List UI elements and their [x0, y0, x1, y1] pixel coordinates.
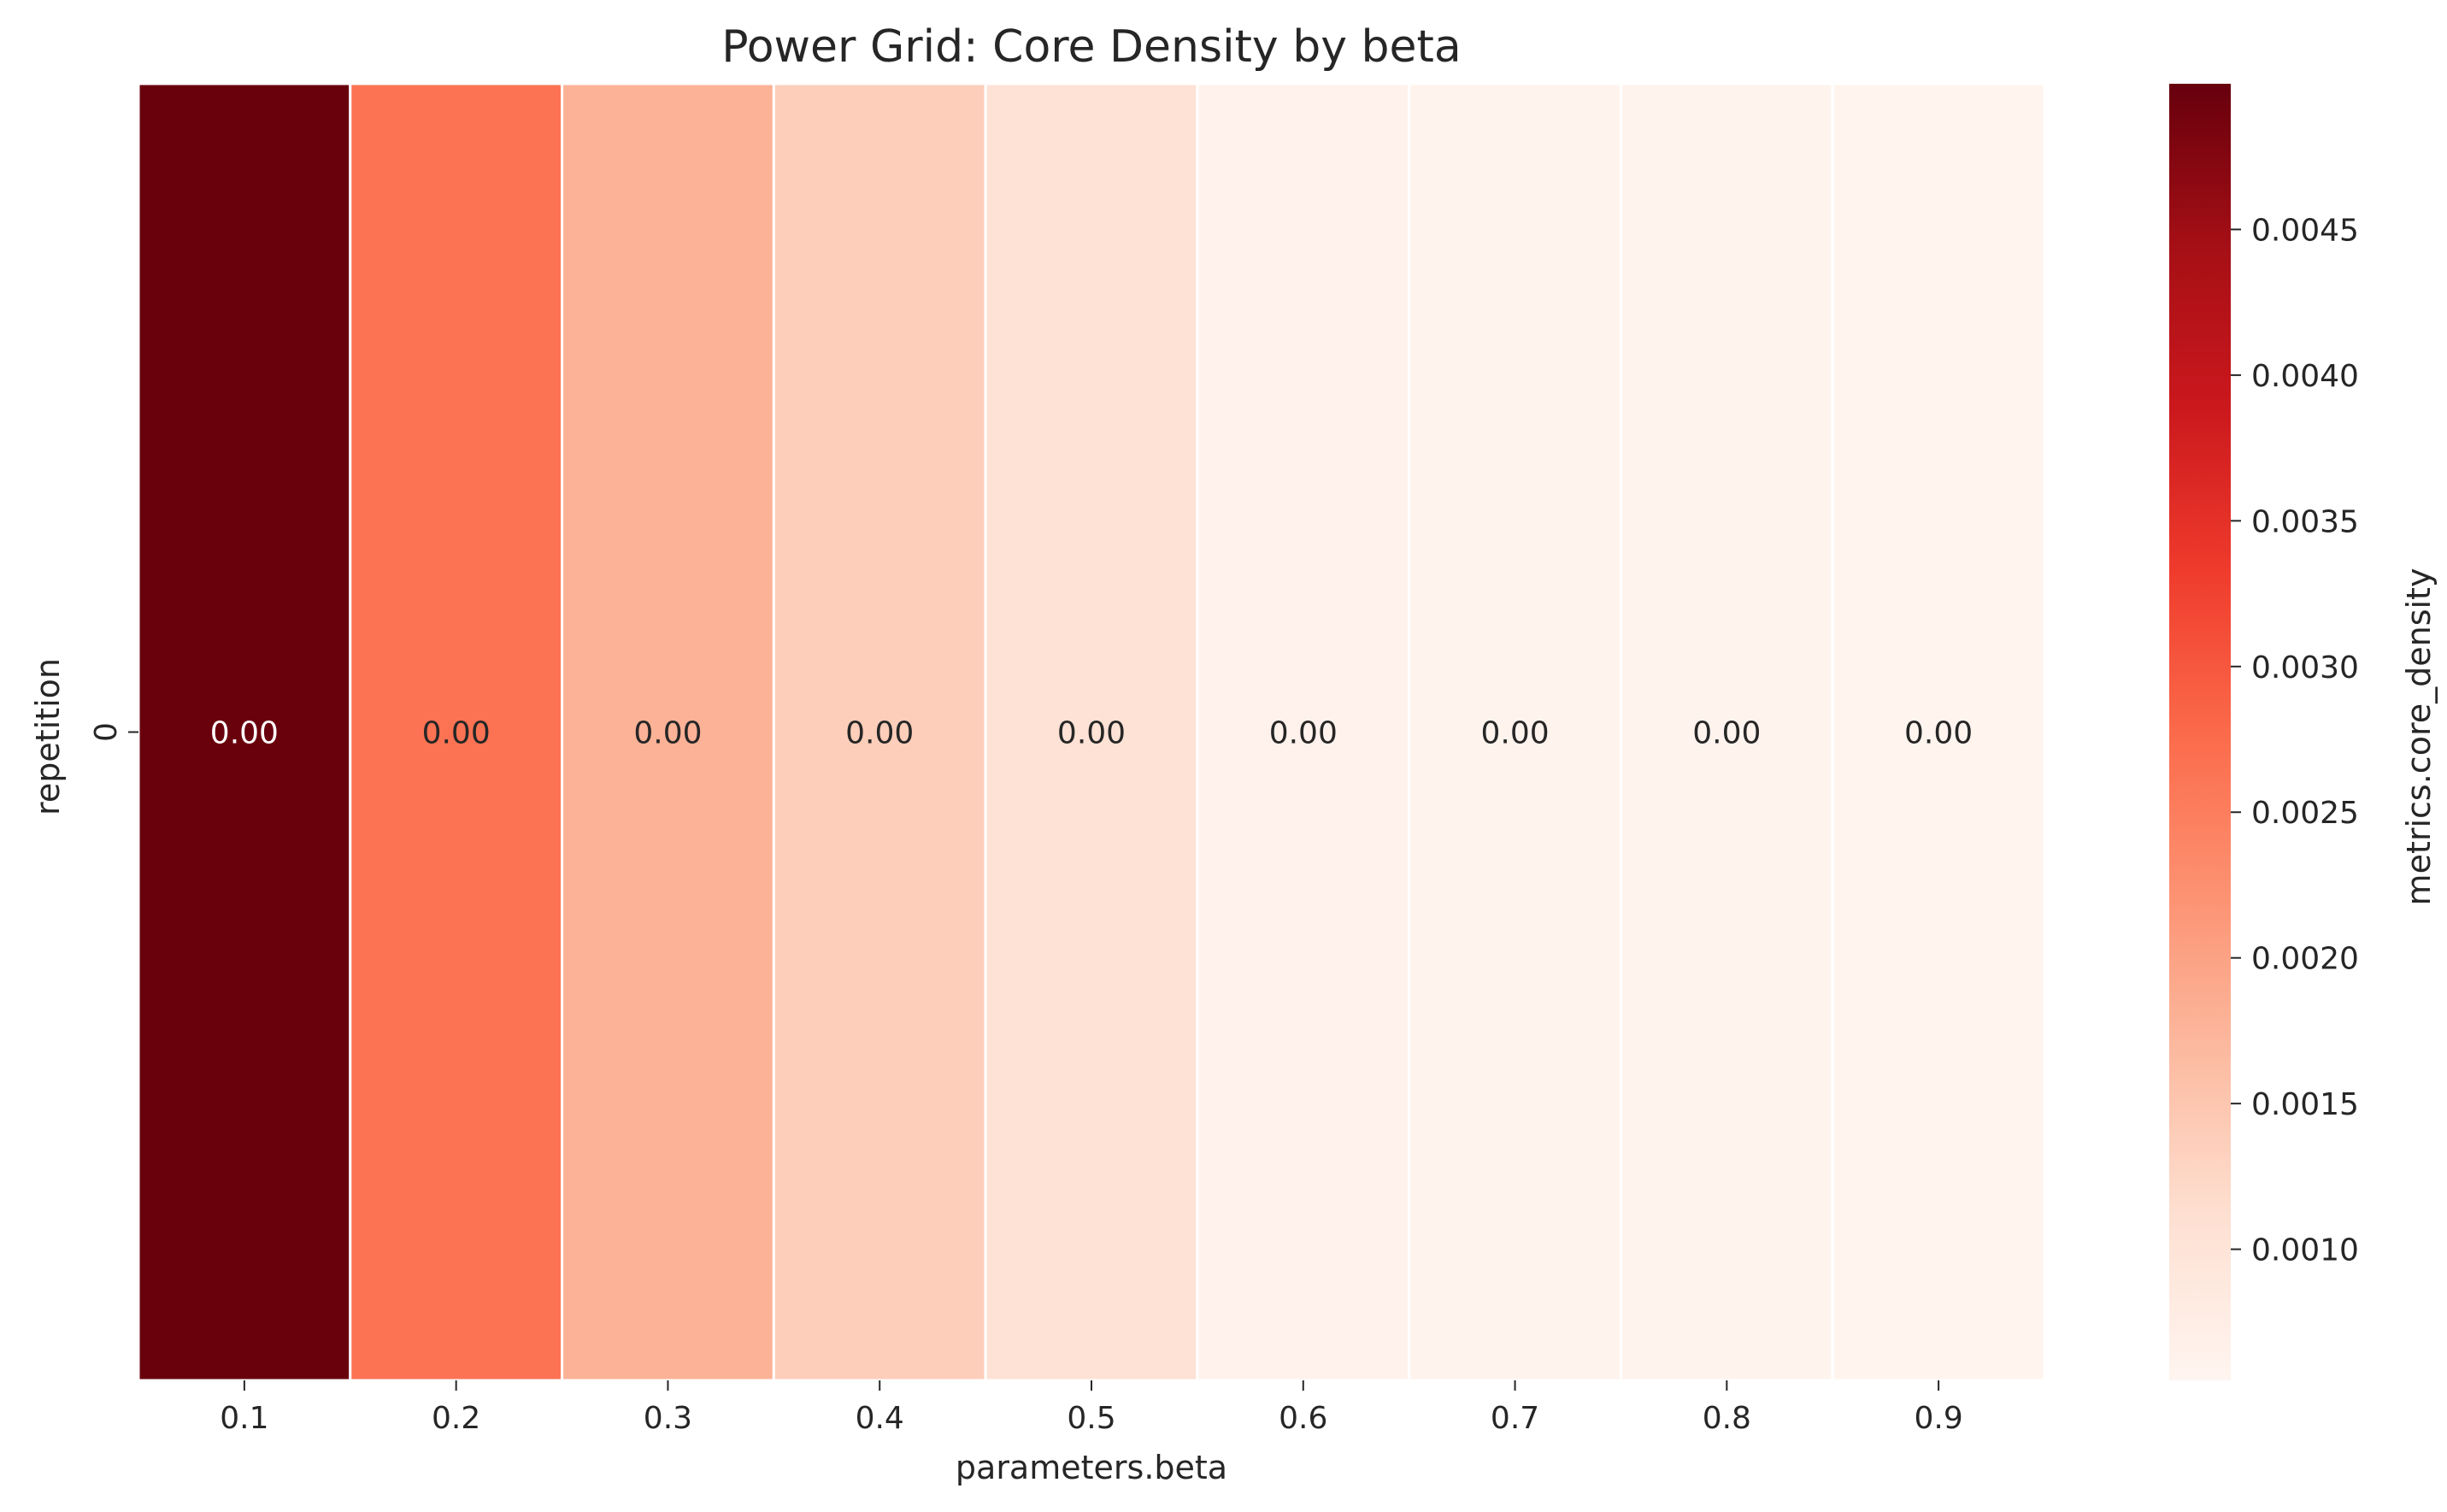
x-tick-label: 0.8 [1703, 1401, 1751, 1436]
colorbar-ticks: 0.0010 0.0015 0.0020 0.0025 0.0030 0.0035 0.00… [2231, 213, 2359, 1268]
x-tick-label: 0.1 [220, 1401, 268, 1436]
colorbar [2169, 84, 2231, 1380]
x-tick-label: 0.4 [856, 1401, 904, 1436]
heatmap-cell [561, 82, 775, 1382]
y-tick-label: 0 [89, 722, 124, 742]
chart-title: Power Grid: Core Density by beta [721, 21, 1462, 73]
x-tick-label: 0.3 [644, 1401, 692, 1436]
cell-annotation: 0.00 [1269, 716, 1338, 751]
colorbar-tick-label: 0.0010 [2251, 1233, 2359, 1268]
x-tick-label: 0.7 [1491, 1401, 1539, 1436]
colorbar-tick-label: 0.0040 [2251, 359, 2359, 394]
heatmap-cells [137, 82, 2046, 1382]
heatmap-cell [1196, 82, 1411, 1382]
y-axis-label: repetition [29, 658, 67, 815]
cell-annotation: 0.00 [1904, 716, 1973, 751]
colorbar-tick-label: 0.0035 [2251, 504, 2359, 539]
x-axis-ticks: 0.1 0.2 0.3 0.4 0.5 0.6 0.7 0.8 0.9 [220, 1380, 1963, 1436]
colorbar-tick-label: 0.0020 [2251, 942, 2359, 977]
x-axis-label: parameters.beta [956, 1449, 1227, 1486]
cell-annotation: 0.00 [1057, 716, 1126, 751]
x-tick-label: 0.6 [1279, 1401, 1327, 1436]
colorbar-tick-label: 0.0025 [2251, 796, 2359, 831]
heatmap-cell [772, 82, 987, 1382]
heatmap-cell [1619, 82, 1834, 1382]
colorbar-tick-label: 0.0015 [2251, 1087, 2359, 1122]
heatmap-cell [984, 82, 1199, 1382]
cell-annotations: 0.00 0.00 0.00 0.00 0.00 0.00 0.00 0.00 0.00 [210, 716, 1973, 751]
colorbar-label: metrics.core_density [2400, 568, 2438, 906]
x-tick-label: 0.5 [1067, 1401, 1115, 1436]
x-tick-label: 0.2 [432, 1401, 480, 1436]
cell-annotation: 0.00 [1692, 716, 1761, 751]
heatmap-cell [349, 82, 564, 1382]
cell-annotation: 0.00 [422, 716, 491, 751]
y-axis-ticks: 0 [89, 722, 138, 742]
colorbar-tick-label: 0.0030 [2251, 650, 2359, 685]
x-tick-label: 0.9 [1914, 1401, 1962, 1436]
cell-annotation: 0.00 [210, 716, 279, 751]
colorbar-tick-label: 0.0045 [2251, 213, 2359, 248]
cell-annotation: 0.00 [1480, 716, 1549, 751]
heatmap-cell [137, 82, 352, 1382]
cell-annotation: 0.00 [845, 716, 914, 751]
cell-annotation: 0.00 [633, 716, 702, 751]
